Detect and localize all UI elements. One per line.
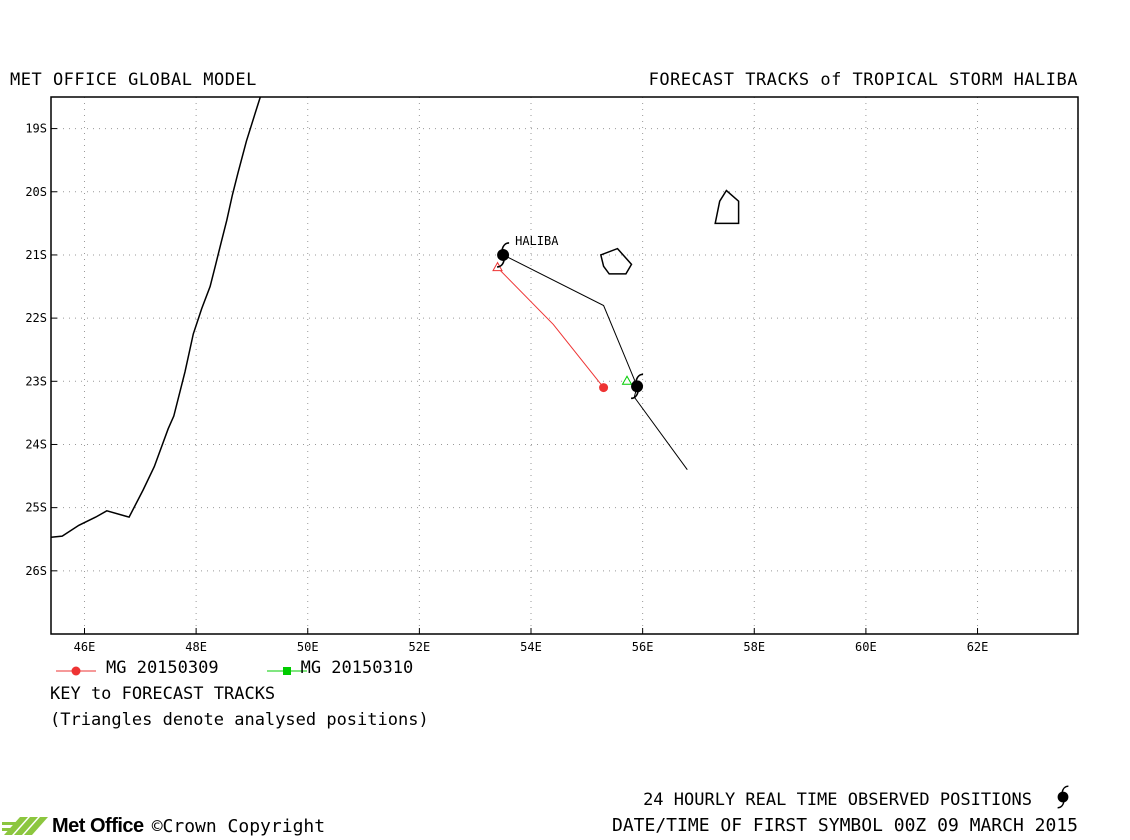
axis-ticks: 46E 48E 50E 52E 54E 56E 58E 60E 62E 19S 20S 21S 22S 2…: [25, 122, 988, 654]
cyclone-symbol-eye: [631, 380, 644, 393]
coastline-layer: [51, 97, 740, 539]
cyclone-symbol: [497, 242, 510, 268]
cyclone-symbol-eye: [1057, 791, 1069, 803]
legend-markers: [56, 666, 307, 676]
island-outline: [599, 247, 633, 275]
tick-label-x: 60E: [855, 640, 877, 654]
forecast-point-marker: [599, 383, 609, 393]
brand-name: Met Office: [52, 814, 144, 837]
legend-label-series-2: MG 20150310: [300, 658, 414, 678]
tick-label-x: 48E: [185, 640, 207, 654]
cyclone-symbol: [631, 373, 644, 400]
cyclone-symbol-arm: [635, 373, 644, 382]
cyclone-symbol-arm: [501, 242, 510, 251]
tick-label-y: 25S: [25, 501, 47, 515]
tick-label-x: 62E: [967, 640, 989, 654]
tick-label-x: 54E: [520, 640, 542, 654]
observed-track: [502, 254, 688, 470]
tick-label-x: 58E: [743, 640, 765, 654]
cyclone-symbol-arm: [1057, 801, 1065, 809]
tick-label-x: 52E: [409, 640, 431, 654]
first-symbol-datetime: DATE/TIME OF FIRST SYMBOL 00Z 09 MARCH 2…: [612, 815, 1078, 836]
tick-label-x: 46E: [74, 640, 96, 654]
legend-marker-series-1: [71, 666, 81, 676]
cyclone-symbol-arm: [497, 259, 505, 268]
key-note: (Triangles denote analysed positions): [50, 710, 429, 730]
legend: MG 20150309 MG 20150310: [50, 658, 413, 678]
met-office-logo-icon: [2, 817, 48, 835]
tick-label-x: 50E: [297, 640, 319, 654]
tick-label-y: 20S: [25, 185, 47, 199]
legend-marker-series-2: [283, 667, 291, 675]
model-title: MET OFFICE GLOBAL MODEL: [10, 70, 257, 90]
madagascar-coastline: [51, 97, 262, 539]
tracks-layer: HALIBA: [492, 234, 688, 470]
chart-title: FORECAST TRACKS of TROPICAL STORM HALIBA: [648, 70, 1078, 90]
forecast-track-1: [497, 267, 604, 388]
cyclone-symbol-arm: [631, 391, 639, 400]
tick-label-y: 24S: [25, 437, 47, 451]
storm-name-label: HALIBA: [515, 234, 559, 248]
cyclone-symbol-icon: [1057, 785, 1069, 809]
legend-label-series-1: MG 20150309: [106, 658, 219, 678]
tick-label-y: 22S: [25, 311, 47, 325]
plot-frame: [50, 96, 1079, 635]
tick-label-y: 19S: [25, 122, 47, 136]
key-title: KEY to FORECAST TRACKS: [50, 684, 276, 704]
grid: [51, 97, 1078, 634]
observed-positions-note: 24 HOURLY REAL TIME OBSERVED POSITIONS: [643, 790, 1032, 810]
tick-label-y: 26S: [25, 564, 47, 578]
tick-label-y: 23S: [25, 374, 47, 388]
cyclone-symbol-eye: [497, 248, 510, 261]
analysed-position-triangle: [621, 375, 633, 385]
tick-label-y: 21S: [25, 248, 47, 262]
tick-label-x: 56E: [632, 640, 654, 654]
copyright: ©Crown Copyright: [151, 815, 326, 837]
met-office-brand: Met Office ©Crown Copyright: [2, 812, 325, 840]
cyclone-symbol-arm: [1061, 785, 1069, 793]
island-outline: [714, 189, 740, 225]
cyclone-symbol: [1057, 785, 1069, 809]
